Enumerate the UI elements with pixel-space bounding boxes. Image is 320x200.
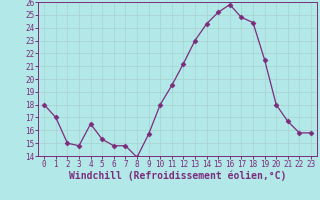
X-axis label: Windchill (Refroidissement éolien,°C): Windchill (Refroidissement éolien,°C) [69, 171, 286, 181]
